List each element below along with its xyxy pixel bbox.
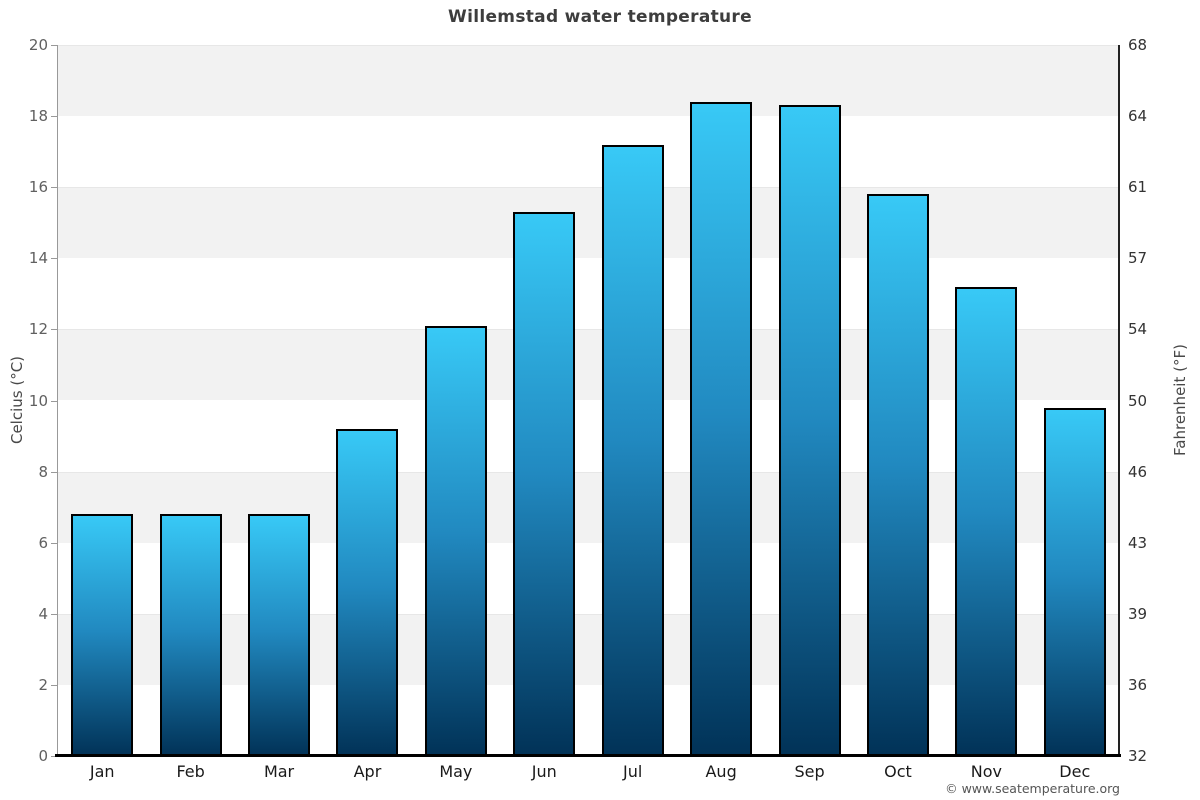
celsius-tickmark-8 — [51, 471, 57, 473]
fahrenheit-tick-57: 57 — [1128, 249, 1148, 268]
bar-nov[interactable] — [955, 286, 1018, 756]
chart-title: Willemstad water temperature — [448, 7, 752, 27]
celsius-tick-2: 2 — [38, 675, 48, 694]
bar-dec[interactable] — [1043, 407, 1106, 756]
fahrenheit-tick-43: 43 — [1128, 533, 1148, 552]
celsius-tickmark-4 — [51, 613, 57, 615]
celsius-tick-10: 10 — [28, 391, 48, 410]
fahrenheit-tick-46: 46 — [1128, 462, 1148, 481]
month-label-mar: Mar — [263, 762, 295, 781]
celsius-tickmark-12 — [51, 329, 57, 331]
month-label-apr: Apr — [353, 762, 382, 781]
celsius-tickmark-2 — [51, 684, 57, 686]
celsius-tick-18: 18 — [28, 107, 48, 126]
fahrenheit-tick-50: 50 — [1128, 391, 1148, 410]
celsius-tick-12: 12 — [28, 320, 48, 339]
y-axis-title-fahrenheit: Fahrenheit (°F) — [1171, 344, 1189, 456]
fahrenheit-tick-61: 61 — [1128, 178, 1148, 197]
plot-band-10-12 — [58, 329, 1119, 401]
bar-feb[interactable] — [159, 514, 222, 756]
celsius-tick-4: 4 — [38, 604, 48, 623]
bar-sep[interactable] — [778, 105, 841, 756]
month-label-jul: Jul — [623, 762, 643, 781]
celsius-tickmark-0 — [51, 756, 57, 757]
bar-aug[interactable] — [690, 101, 753, 756]
fahrenheit-tick-36: 36 — [1128, 675, 1148, 694]
celsius-axis-line — [57, 45, 58, 756]
celsius-tickmark-14 — [51, 258, 57, 260]
attribution-text: © www.seatemperature.org — [945, 781, 1120, 796]
celsius-tickmark-20 — [51, 45, 57, 46]
celsius-tick-6: 6 — [38, 533, 48, 552]
plot-band-6-8 — [58, 471, 1119, 543]
month-label-aug: Aug — [705, 762, 737, 781]
fahrenheit-tick-32: 32 — [1128, 747, 1148, 765]
month-label-sep: Sep — [794, 762, 825, 781]
bar-jun[interactable] — [513, 212, 576, 756]
celsius-tickmark-18 — [51, 116, 57, 118]
celsius-tickmark-10 — [51, 400, 57, 402]
celsius-tick-16: 16 — [28, 178, 48, 197]
month-label-dec: Dec — [1059, 762, 1091, 781]
month-label-feb: Feb — [176, 762, 205, 781]
month-label-nov: Nov — [970, 762, 1002, 781]
bar-jul[interactable] — [601, 144, 664, 756]
fahrenheit-tick-64: 64 — [1128, 107, 1148, 126]
month-label-jan: Jan — [89, 762, 115, 781]
celsius-tickmark-16 — [51, 187, 57, 189]
fahrenheit-axis-line — [1118, 45, 1120, 756]
fahrenheit-tick-39: 39 — [1128, 604, 1148, 623]
celsius-tick-20: 20 — [28, 36, 48, 54]
celsius-tick-8: 8 — [38, 462, 48, 481]
bar-may[interactable] — [424, 325, 487, 756]
plot-area — [58, 45, 1119, 756]
bar-apr[interactable] — [336, 428, 399, 756]
plot-band-18-20 — [58, 45, 1119, 117]
fahrenheit-tick-68: 68 — [1128, 36, 1148, 54]
bar-jan[interactable] — [71, 514, 134, 756]
x-axis-line — [55, 754, 1121, 757]
celsius-tickmark-6 — [51, 542, 57, 544]
month-label-may: May — [439, 762, 473, 781]
month-label-oct: Oct — [884, 762, 912, 781]
fahrenheit-tick-54: 54 — [1128, 320, 1148, 339]
bar-oct[interactable] — [866, 194, 929, 756]
celsius-tick-0: 0 — [38, 747, 48, 765]
celsius-tick-14: 14 — [28, 249, 48, 268]
plot-band-2-4 — [58, 613, 1119, 685]
plot-band-14-16 — [58, 187, 1119, 259]
bar-mar[interactable] — [248, 514, 311, 756]
month-label-jun: Jun — [531, 762, 557, 781]
